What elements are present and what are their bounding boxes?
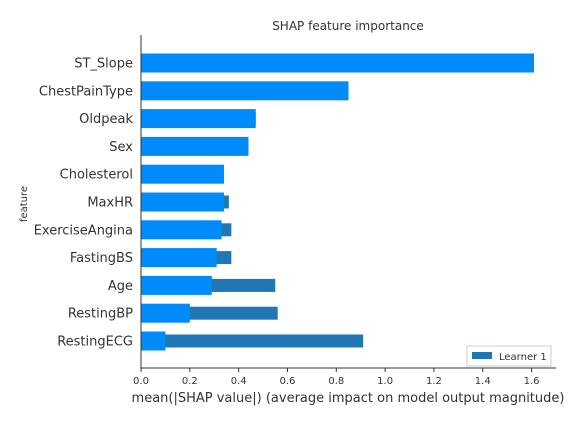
bar-restingecg — [141, 331, 166, 351]
bar-oldpeak — [141, 109, 256, 129]
x-tick-label: 1.2 — [426, 376, 442, 387]
bar-cholesterol — [141, 164, 224, 184]
y-tick-label-age: Age — [108, 279, 133, 294]
legend-box — [466, 345, 552, 367]
y-tick-label-restingbp: RestingBP — [68, 307, 133, 322]
legend: Learner 1 — [466, 345, 552, 367]
x-tick-label: 0.4 — [231, 376, 247, 387]
bar-fastingbs — [141, 248, 217, 268]
y-tick-label-fastingbs: FastingBS — [70, 251, 133, 266]
y-tick-label-cholesterol: Cholesterol — [60, 168, 133, 183]
chart-title: SHAP feature importance — [272, 19, 424, 33]
bars-group — [141, 53, 535, 351]
y-tick-label-sex: Sex — [109, 140, 133, 155]
bar-sex — [141, 136, 249, 156]
y-tick-label-oldpeak: Oldpeak — [79, 112, 133, 127]
x-axis-label: mean(|SHAP value|) (average impact on mo… — [132, 391, 565, 406]
y-tick-label-exerciseangina: ExerciseAngina — [34, 223, 133, 238]
x-tick-label: 0.8 — [328, 376, 344, 387]
bar-exerciseangina — [141, 220, 222, 240]
legend-label: Learner 1 — [499, 352, 547, 363]
x-tick-label: 0.2 — [182, 376, 198, 387]
y-axis-label: feature — [19, 186, 30, 222]
bar-maxhr — [141, 192, 224, 212]
y-tick-labels: ST_Slope ChestPainType Oldpeak Sex Cholester… — [34, 57, 134, 350]
bar-age — [141, 275, 212, 295]
bar-st-slope — [141, 53, 535, 73]
legend-swatch — [472, 352, 492, 359]
x-tick-label: 0.0 — [133, 376, 149, 387]
bar-learner-restingecg — [141, 334, 364, 348]
bar-chestpaintype — [141, 81, 349, 101]
x-tick-label: 1.4 — [475, 376, 491, 387]
x-tick-label: 1.0 — [377, 376, 393, 387]
y-tick-label-maxhr: MaxHR — [87, 196, 133, 211]
x-ticks: 0.0 0.2 0.4 0.6 0.8 1.0 1.2 1.4 1.6 — [133, 368, 540, 387]
x-tick-label: 0.6 — [280, 376, 296, 387]
y-tick-label-st-slope: ST_Slope — [74, 57, 133, 72]
x-tick-label: 1.6 — [524, 376, 540, 387]
bar-restingbp — [141, 303, 190, 323]
y-tick-label-chestpaintype: ChestPainType — [39, 84, 133, 99]
y-tick-label-restingecg: RestingECG — [57, 335, 133, 350]
